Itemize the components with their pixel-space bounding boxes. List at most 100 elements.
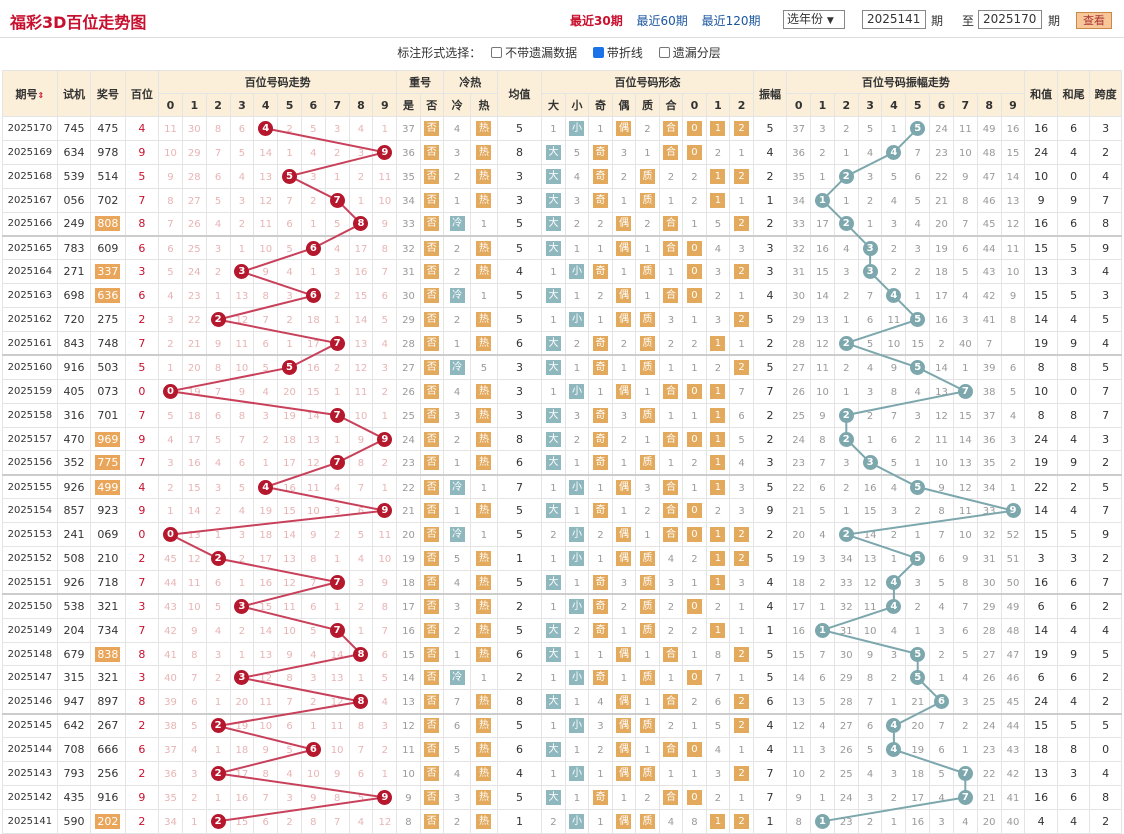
amp-trend-cell: 7 [810, 450, 835, 476]
to-issue-input[interactable]: 2025170 [978, 10, 1042, 29]
amp-trend-cell: 1 [857, 211, 883, 237]
hotcold-cell: 3 [442, 593, 472, 619]
option-polyline[interactable]: 带折线 [592, 46, 643, 60]
trend-cell: 19 [229, 712, 255, 739]
miss-count: 2 [644, 219, 651, 231]
form-cell: 1 [635, 139, 660, 165]
miss-count: 2 [262, 434, 269, 446]
no-badge: 否 [424, 168, 440, 184]
amp-trend-cell: 2 [881, 259, 907, 285]
hot-badge: 热 [476, 335, 492, 351]
miss-count: 1 [597, 768, 604, 780]
amp-trend-cell: 15 [1000, 139, 1026, 165]
form-badge: 合 [663, 144, 679, 160]
miss-count: 1 [620, 458, 628, 470]
trend-cell: 14 [181, 498, 207, 524]
miss-count: 2 [573, 338, 581, 350]
form-cell: 2 [705, 498, 731, 524]
checkbox-icon[interactable] [491, 47, 503, 58]
form-cell: 2 [635, 211, 660, 237]
miss-count: 1 [667, 195, 675, 207]
query-button[interactable]: 查看 [1076, 12, 1112, 29]
miss-count: 3 [890, 506, 898, 518]
miss-count: 2 [453, 243, 461, 255]
amp-trend-cell: 52 [1000, 522, 1026, 548]
form-cell: 质 [635, 402, 660, 428]
amp-trend-cell: 31 [786, 259, 812, 285]
form-cell: 1 [541, 473, 566, 500]
hotcold-cell: 4 [442, 569, 472, 595]
trend-cell: 23 [181, 283, 207, 309]
trend-cell: 5 [372, 665, 398, 691]
no-badge: 否 [424, 789, 440, 805]
form-badge: 奇 [592, 192, 608, 208]
amp-trend-cell: 42 [976, 283, 1002, 309]
trend-cell: 13 [277, 546, 302, 571]
amp-trend-cell: 11 [810, 354, 835, 380]
prize-value: 514 [97, 169, 119, 183]
miss-count: 11 [378, 171, 392, 183]
miss-count: 32 [839, 602, 853, 613]
from-issue-input[interactable]: 2025141 [862, 10, 926, 29]
table-row: 2025143 793 256 2 36 3 2 17 8 4 10 9 6 1 10 否 4 热 4 1 小 1 偶质 1 1… [2, 761, 1122, 786]
amp-trend-cell: 3 [952, 307, 978, 333]
form-badge: 0 [686, 527, 702, 543]
repeat-no: 否 [419, 569, 444, 595]
miss-count: 1 [644, 386, 651, 398]
miss-count: 7 [962, 219, 969, 231]
bai-digit: 4 [124, 473, 160, 500]
form-badge: 奇 [592, 335, 608, 351]
span-value: 9 [1089, 522, 1122, 548]
sort-icon[interactable]: ⇕ [37, 90, 45, 100]
checkbox-icon[interactable] [658, 47, 670, 58]
form-badge: 小 [569, 765, 585, 781]
miss-count: 8 [381, 602, 389, 613]
amp-trend-cell: 29 [786, 307, 812, 333]
hotcold-cell: 热 [470, 546, 498, 571]
miss-count: 1 [453, 506, 461, 518]
col-amp-digit: 8 [976, 93, 1002, 117]
form-badge: 奇 [592, 789, 608, 805]
miss-count: 28 [187, 171, 201, 183]
form-cell: 2 [682, 689, 707, 715]
miss-count: 11 [958, 123, 972, 135]
col-issue[interactable]: 期号⇕ [2, 70, 58, 117]
amp-trend-cell: 8 [952, 187, 978, 213]
range-60-link[interactable]: 最近60期 [636, 14, 688, 28]
amp-trend-cell: 6 [810, 665, 835, 691]
miss-count: 2 [714, 792, 722, 804]
form-cell: 1 [541, 712, 566, 739]
col-amp-digit: 2 [833, 93, 859, 117]
miss-count: 2 [214, 267, 222, 279]
prize-number: 503 [90, 354, 126, 380]
amp-trend-cell: 9 [1000, 283, 1026, 309]
range-120-link[interactable]: 最近120期 [701, 14, 761, 28]
form-cell: 1 [682, 473, 707, 500]
checkbox-checked-icon[interactable] [592, 47, 604, 58]
trend-cell: 2 [205, 259, 231, 285]
miss-count: 6 [262, 816, 269, 828]
amp-trend-cell: 4 [952, 283, 978, 309]
col-digit: 4 [253, 93, 279, 117]
table-row: 2025170 745 475 4 11 30 8 6 4 2 5 3 4 1 37 否 4 热 5 1 小 1 偶 2 合 0 1… [2, 116, 1122, 141]
miss-count: 16 [187, 458, 201, 470]
amp-trend-cell: 20 [976, 808, 1002, 834]
miss-count: 2 [357, 602, 365, 613]
trend-cell: 11 [181, 569, 207, 595]
amp-trend-cell: 1 [905, 283, 931, 309]
amp-trend-cell: 1 [881, 546, 907, 571]
form-badge: 1 [710, 550, 726, 566]
amp-trend-cell: 24 [929, 116, 954, 141]
year-select[interactable]: 选年份 ▼ [783, 10, 845, 29]
prize-value: 503 [97, 361, 119, 375]
trend-cell: 4 [277, 259, 302, 285]
col-issue-label: 期号 [15, 87, 38, 101]
option-layered[interactable]: 遗漏分层 [658, 46, 721, 60]
miss-count: 8 [238, 410, 246, 422]
range-30-link[interactable]: 最近30期 [570, 14, 623, 28]
option-no-missing[interactable]: 不带遗漏数据 [491, 46, 577, 60]
miss-count: 1 [890, 816, 898, 828]
miss-count: 2 [333, 291, 341, 303]
miss-count: 1 [214, 530, 222, 542]
amp-ball: 1 [814, 192, 830, 208]
